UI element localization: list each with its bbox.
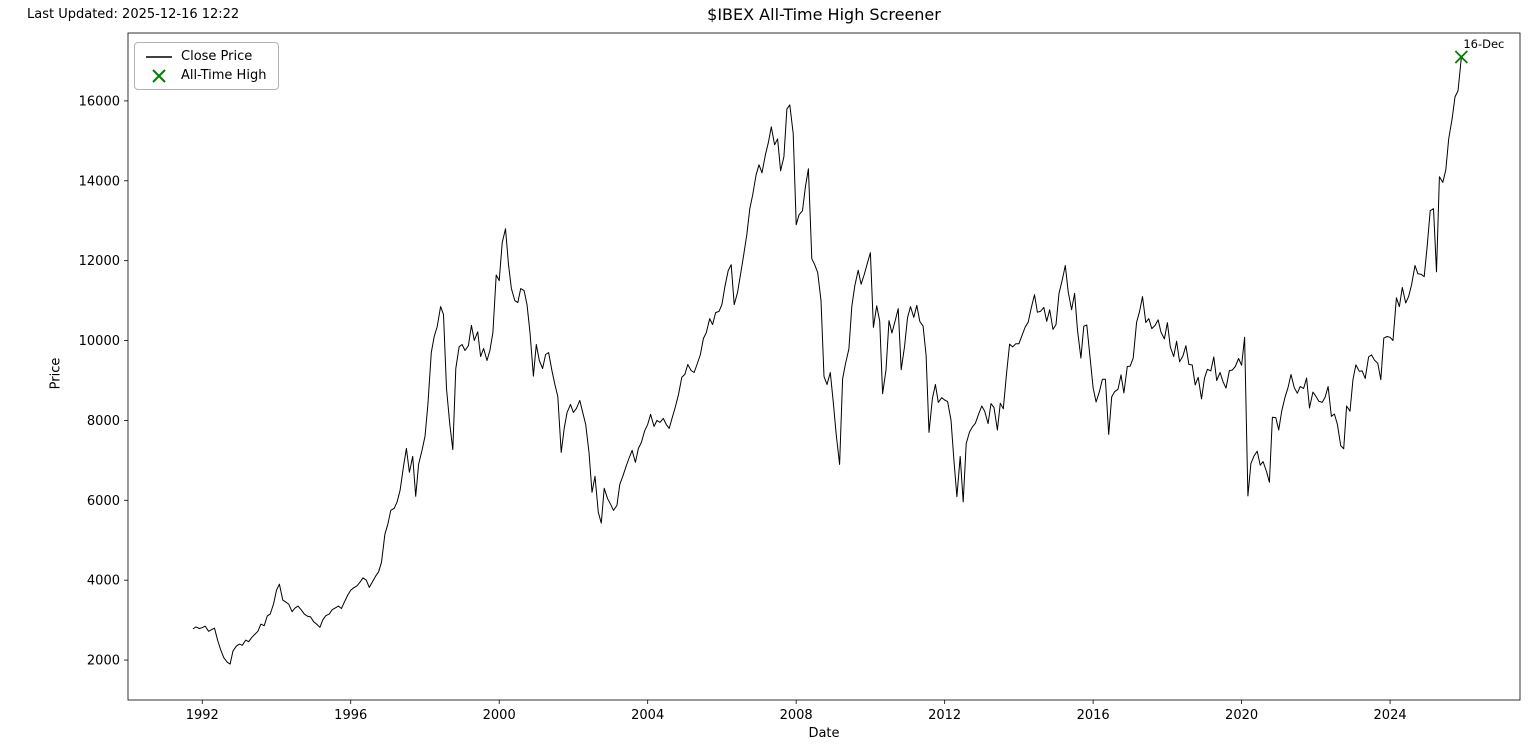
last-updated-text: Last Updated: 2025-12-16 12:22 [27,7,240,22]
x-tick-label: 1992 [186,708,219,723]
x-tick-label: 2024 [1374,708,1407,723]
x-tick-label: 2008 [780,708,813,723]
y-tick-label: 4000 [87,574,120,589]
legend-all-time-high-label: All-Time High [181,68,267,83]
close-price-line [192,56,1462,665]
legend: Close Price All-Time High [134,42,280,90]
x-tick-label: 2000 [483,708,516,723]
x-tick-label: 1996 [334,708,367,723]
ath-x-marker-icon [152,68,166,83]
plot-frame [127,32,1521,701]
y-axis-label: Price [48,357,64,390]
y-tick-label: 2000 [87,654,120,669]
x-axis-label: Date [808,726,840,741]
ath-annotation-label: 16-Dec [1463,37,1504,51]
y-tick-label: 16000 [79,94,120,109]
y-tick-label: 6000 [87,494,120,509]
x-tick-label: 2012 [928,708,961,723]
page-title: $IBEX All-Time High Screener [707,5,941,24]
x-tick-label: 2004 [631,708,664,723]
legend-close-price-label: Close Price [181,49,253,64]
legend-item-all-time-high: All-Time High [145,68,266,83]
y-tick-label: 12000 [79,254,120,269]
y-tick-label: 10000 [79,334,120,349]
close-price-line-sample [146,55,172,58]
x-tick-label: 2016 [1077,708,1110,723]
x-tick-label: 2020 [1225,708,1258,723]
legend-item-close-price: Close Price [145,49,266,64]
ath-marker-icon [1454,50,1468,64]
y-tick-label: 8000 [87,414,120,429]
y-tick-label: 14000 [79,174,120,189]
